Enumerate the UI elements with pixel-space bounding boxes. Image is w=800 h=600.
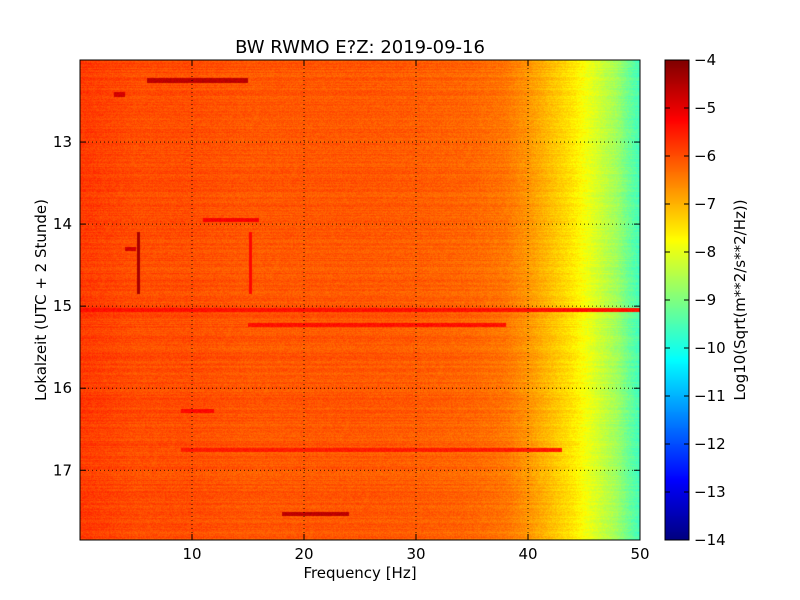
x-axis-label: Frequency [Hz] — [303, 564, 416, 582]
colorbar-tick-label: −13 — [694, 483, 726, 501]
chart-title: BW RWMO E?Z: 2019-09-16 — [235, 37, 485, 58]
y-tick-label: 15 — [53, 297, 72, 315]
colorbar-tick-label: −4 — [694, 51, 716, 69]
x-tick-label: 10 — [182, 545, 201, 563]
colorbar-tick-label: −6 — [694, 147, 716, 165]
x-axis: 10 20 30 40 50 — [182, 60, 650, 563]
colorbar-label: Log10(Sqrt(m**2/s**2/Hz)) — [731, 199, 749, 400]
y-axis-label: Lokalzeit (UTC + 2 Stunde) — [32, 199, 50, 401]
colorbar-tick-label: −12 — [694, 435, 726, 453]
colorbar-tick-label: −11 — [694, 387, 726, 405]
colorbar-tick-label: −7 — [694, 195, 716, 213]
x-tick-label: 20 — [294, 545, 313, 563]
y-tick-label: 13 — [53, 133, 72, 151]
y-axis: 13 14 15 16 17 — [53, 133, 640, 479]
grid-lines — [80, 60, 640, 540]
colorbar-tick-label: −9 — [694, 291, 716, 309]
y-tick-label: 16 — [53, 379, 72, 397]
colorbar-tick-label: −14 — [694, 531, 726, 549]
colorbar-tick-label: −10 — [694, 339, 726, 357]
y-tick-label: 17 — [53, 461, 72, 479]
colorbar: −4 −5 −6 −7 −8 −9 −10 −11 −12 −13 −14 — [664, 51, 726, 549]
x-tick-label: 40 — [518, 545, 537, 563]
colorbar-ticks: −4 −5 −6 −7 −8 −9 −10 −11 −12 −13 −14 — [665, 51, 726, 549]
y-tick-label: 14 — [53, 215, 72, 233]
x-tick-label: 50 — [630, 545, 649, 563]
colorbar-tick-label: −5 — [694, 99, 716, 117]
spectrogram-heatmap — [80, 60, 640, 540]
x-tick-label: 30 — [406, 545, 425, 563]
plot-frame — [79, 59, 641, 541]
plot-area: 10 20 30 40 50 13 14 15 16 17 — [53, 59, 650, 563]
colorbar-tick-label: −8 — [694, 243, 716, 261]
